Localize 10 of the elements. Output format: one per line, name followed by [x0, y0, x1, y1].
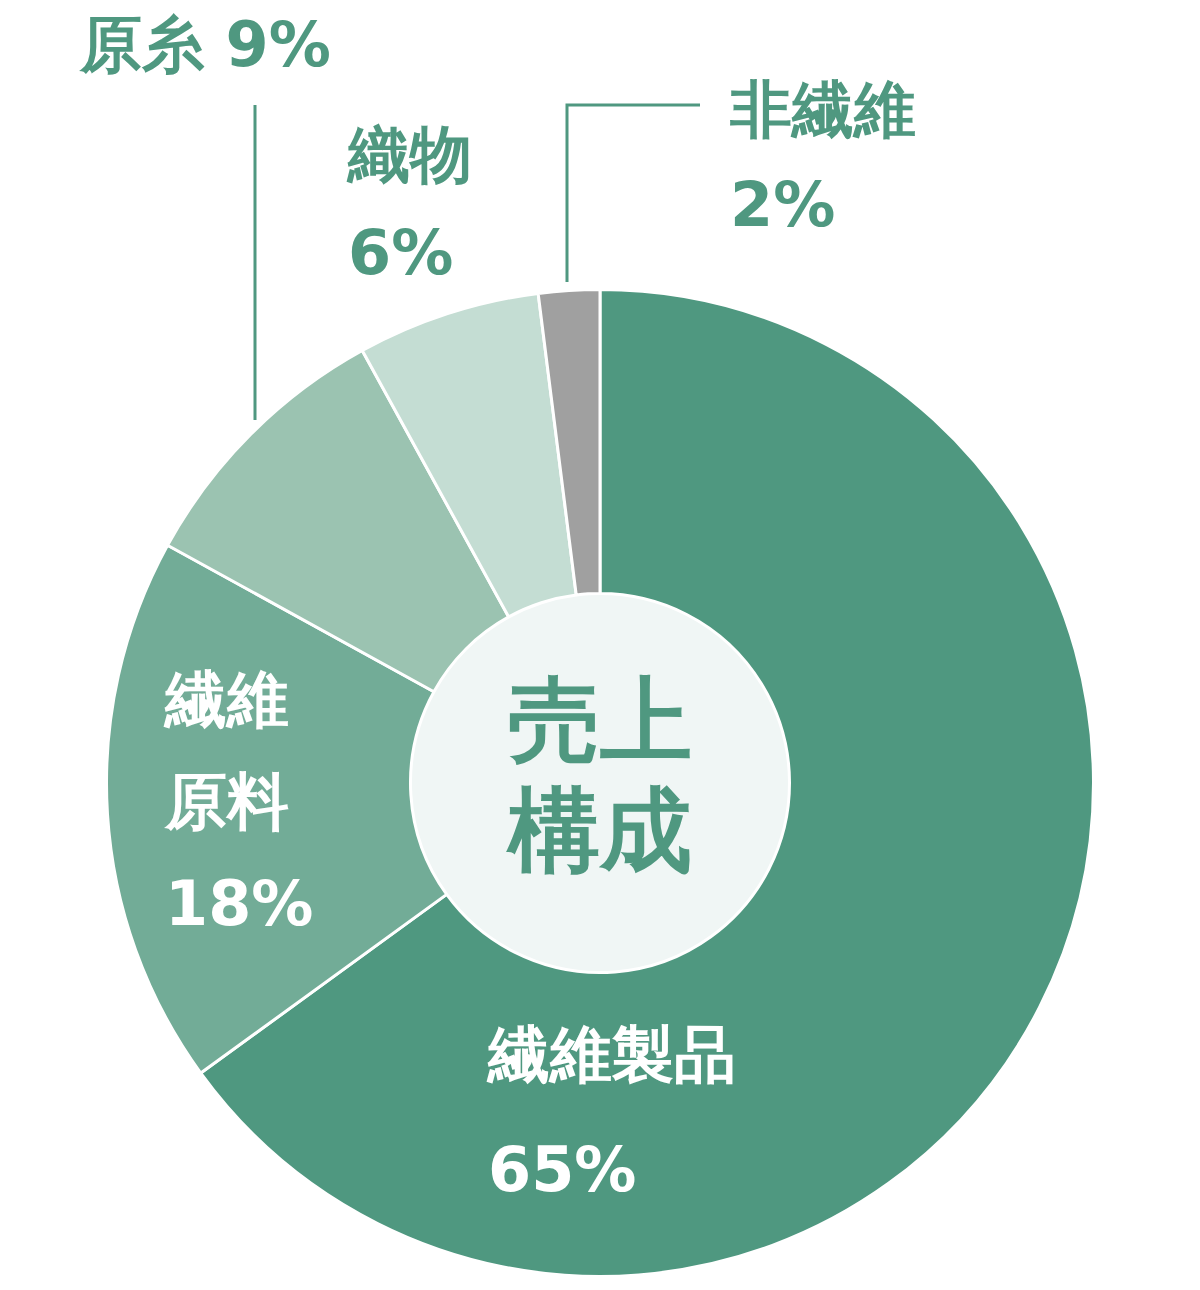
slice-label: 繊維製品	[486, 1018, 736, 1092]
data-label: 2%	[730, 168, 836, 242]
slice-label: 原糸 9%	[79, 8, 331, 82]
slice-label: 繊維原料	[163, 663, 289, 839]
data-label: 6%	[348, 216, 454, 290]
data-label: 65%	[488, 1133, 637, 1207]
slice-label: 非繊維	[729, 73, 916, 147]
data-label: 18%	[165, 867, 314, 941]
text: 売上構成	[506, 666, 692, 884]
slice-label: 織物	[346, 118, 472, 192]
